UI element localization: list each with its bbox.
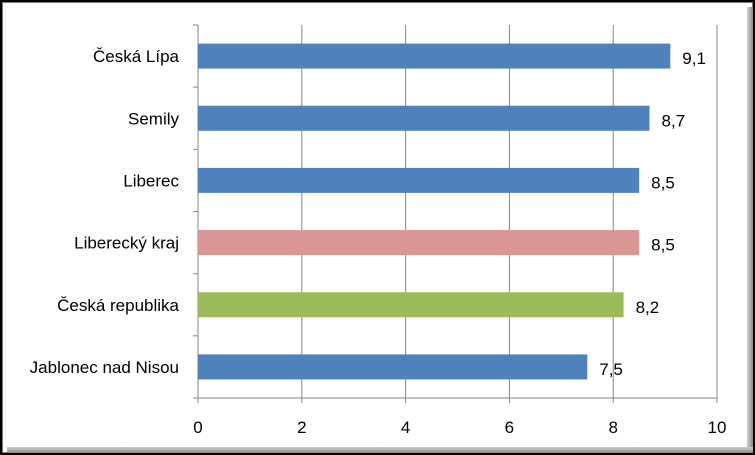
data-label: 7,5 bbox=[599, 360, 623, 379]
x-tick-label: 10 bbox=[708, 418, 727, 437]
category-label: Česká republika bbox=[57, 296, 179, 315]
data-label: 9,1 bbox=[682, 49, 706, 68]
x-tick-label: 8 bbox=[608, 418, 617, 437]
bar bbox=[198, 354, 588, 380]
x-tick-label: 6 bbox=[505, 418, 514, 437]
category-label: Jablonec nad Nisou bbox=[30, 358, 179, 377]
category-label: Semily bbox=[128, 109, 180, 128]
x-tick-label: 0 bbox=[193, 418, 202, 437]
category-label: Česká Lípa bbox=[93, 47, 180, 66]
bar bbox=[198, 43, 671, 69]
data-label: 8,5 bbox=[651, 173, 675, 192]
bar bbox=[198, 105, 650, 131]
bar bbox=[198, 292, 624, 318]
x-tick-label: 2 bbox=[297, 418, 306, 437]
category-label: Liberecký kraj bbox=[74, 234, 179, 253]
data-label: 8,5 bbox=[651, 236, 675, 255]
bar bbox=[198, 230, 640, 256]
bar bbox=[198, 167, 640, 193]
data-label: 8,7 bbox=[662, 111, 686, 130]
data-label: 8,2 bbox=[636, 298, 660, 317]
category-label: Liberec bbox=[123, 171, 179, 190]
x-tick-label: 4 bbox=[401, 418, 410, 437]
